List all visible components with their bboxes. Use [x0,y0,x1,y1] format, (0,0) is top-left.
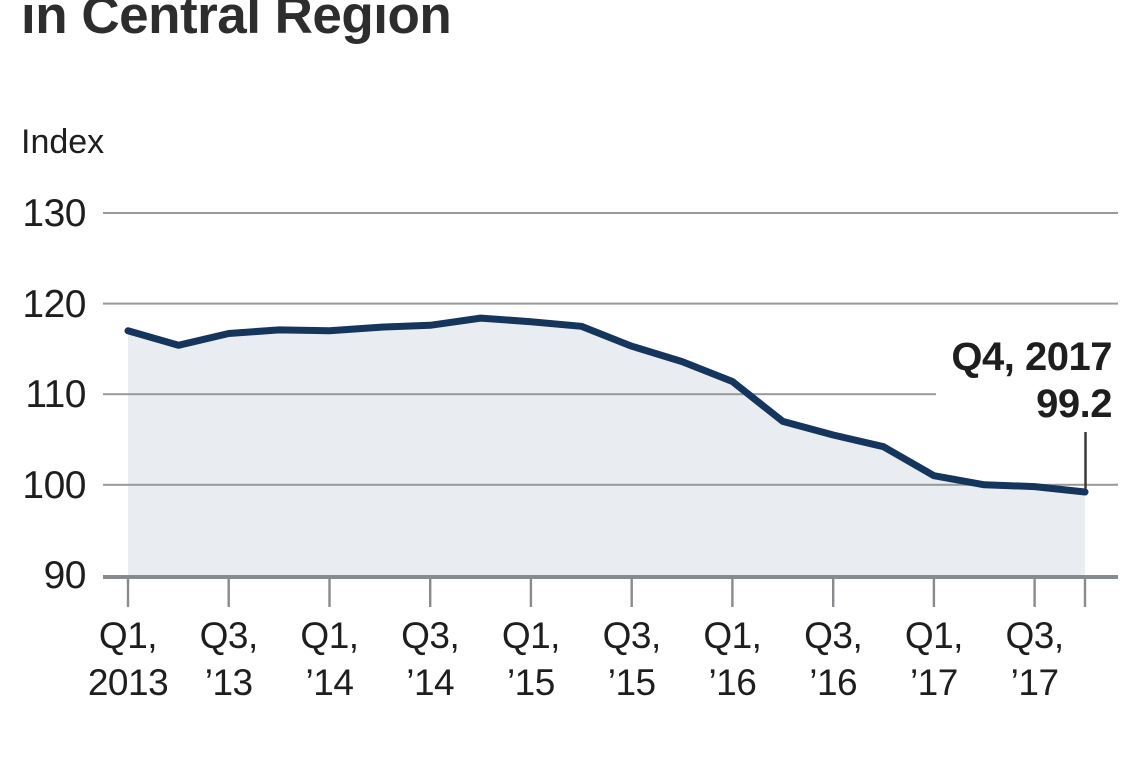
x-axis-label-quarter: Q1, [501,615,561,656]
x-axis-label-quarter: Q3, [199,615,259,656]
y-axis-label-120: 120 [22,282,86,326]
x-axis-label-quarter: Q1, [300,615,359,656]
tick-mark [932,579,936,607]
endpoint-annotation: Q4, 2017 99.2 [951,334,1112,428]
tick-mark [126,579,130,607]
tick-mark [1033,579,1036,607]
y-axis-label-130: 130 [22,192,86,235]
index-line [124,314,1089,496]
x-axis-label-quarter: Q1, [98,615,158,656]
x-axis-label: Q1, ’15 [501,612,561,706]
x-axis-label: Q3, ’13 [199,612,259,706]
x-axis-label-year: ’17 [1010,662,1059,703]
gridline-130 [103,212,1118,214]
gridline-100 [103,483,1118,486]
x-axis-label-year: ’16 [708,662,757,703]
tick-mark [630,579,633,607]
y-axis-label-110: 110 [25,373,86,417]
tick-mark [529,579,533,607]
tick-mark [227,579,230,607]
annotation-value: 99.2 [1036,382,1112,426]
x-axis-label: Q3, ’15 [602,612,662,706]
x-axis-label: Q3, ’14 [401,612,460,706]
x-axis-label-year: ’14 [305,662,354,703]
x-axis-label-quarter: Q3, [602,615,662,656]
x-axis-label-year: 2013 [87,662,169,703]
tick-mark [832,579,835,607]
x-axis-label-year: ’16 [809,662,858,703]
y-axis-label-90: 90 [43,554,87,598]
x-axis-label: Q3, ’17 [1005,612,1065,706]
annotation-date: Q4, 2017 [951,335,1112,379]
tick-mark [731,579,734,607]
x-axis-label-quarter: Q3, [401,615,460,656]
gridline-120 [103,302,1118,305]
x-axis-line [103,575,1118,579]
x-axis-label-year: ’17 [909,662,958,703]
y-axis-label-100: 100 [22,463,86,507]
x-axis-label-year: ’15 [607,662,656,703]
x-axis-label-quarter: Q1, [904,615,964,656]
x-axis-label-quarter: Q3, [1005,615,1065,656]
tick-mark [1083,579,1087,607]
x-axis-label: Q1, ’14 [300,612,359,706]
x-axis-label-quarter: Q1, [703,615,762,656]
x-axis-label: Q1, ’17 [904,612,964,706]
x-axis-label-year: ’13 [204,662,253,703]
y-axis-unit-label: Index [21,123,105,161]
x-axis-label: Q3, ’16 [804,612,863,706]
x-axis-label-quarter: Q3, [804,615,863,656]
area-fill [128,318,1085,577]
x-axis-label-year: ’15 [506,662,555,703]
tick-mark [328,579,331,607]
tick-mark [429,579,432,607]
gridline-110 [103,393,936,396]
x-axis-label: Q1, ’16 [703,612,762,706]
chart-title: in Central Region [21,0,452,45]
x-axis-label: Q1, 2013 [87,612,169,706]
x-axis-label-year: ’14 [406,662,455,703]
